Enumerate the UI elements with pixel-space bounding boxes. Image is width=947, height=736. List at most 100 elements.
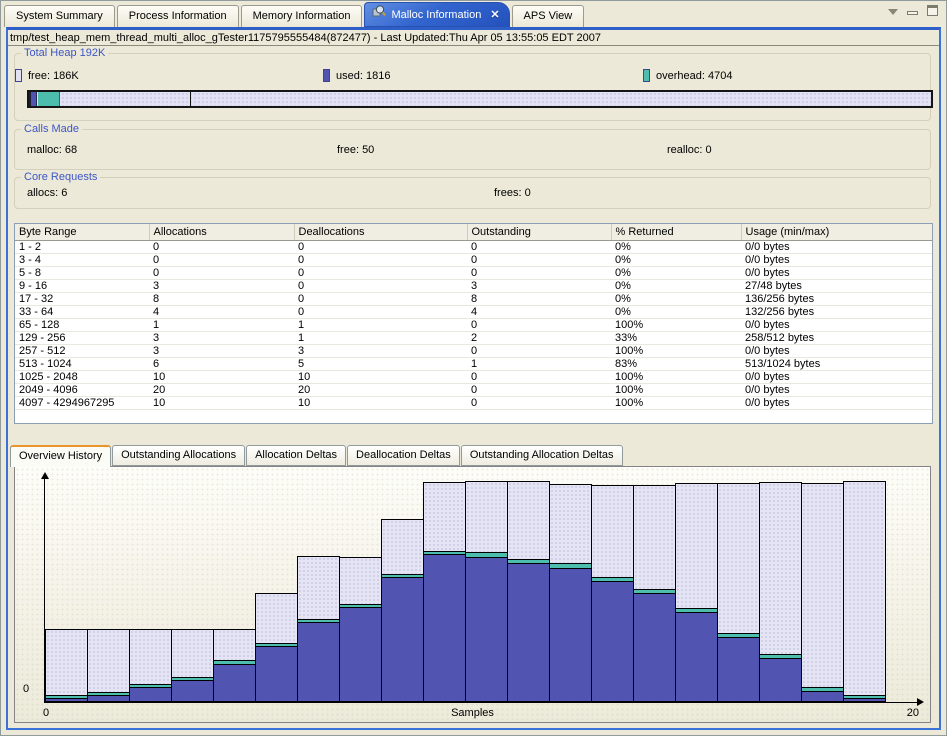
- chart-bar: [759, 482, 802, 702]
- window-controls: [888, 5, 938, 16]
- y-axis-arrow-icon: [41, 472, 49, 479]
- chart-bar-used-segment: [88, 696, 129, 701]
- table-cell: 3: [149, 331, 294, 344]
- column-header-returned[interactable]: % Returned: [611, 224, 741, 240]
- tab-system-summary[interactable]: System Summary: [4, 5, 115, 27]
- table-row[interactable]: 129 - 25631233%258/512 bytes: [15, 331, 933, 344]
- legend-label: overhead: 4704: [656, 70, 732, 82]
- table-row[interactable]: 5 - 80000%0/0 bytes: [15, 266, 933, 279]
- table-cell: 83%: [611, 357, 741, 370]
- table-cell: 0: [467, 383, 611, 396]
- chart-bar-used-segment: [340, 608, 381, 701]
- tab-outstanding-allocations[interactable]: Outstanding Allocations: [112, 445, 245, 466]
- calls-made-title: Calls Made: [21, 123, 82, 135]
- column-header-outstanding[interactable]: Outstanding: [467, 224, 611, 240]
- column-header-byte-range[interactable]: Byte Range: [15, 224, 149, 240]
- view-content: tmp/test_heap_mem_thread_multi_alloc_gTe…: [6, 27, 941, 730]
- chart-bar-free-segment: [550, 485, 591, 563]
- table-row[interactable]: 513 - 102465183%513/1024 bytes: [15, 357, 933, 370]
- table-cell: 1: [149, 318, 294, 331]
- table-cell: 0: [467, 253, 611, 266]
- chart-bar-used-segment: [634, 594, 675, 701]
- minimize-icon[interactable]: [907, 11, 918, 15]
- table-cell: 0/0 bytes: [741, 266, 933, 279]
- table-cell: 4097 - 4294967295: [15, 396, 149, 409]
- chart-bar-used-segment: [802, 692, 843, 701]
- tab-close-icon[interactable]: ✕: [490, 5, 499, 25]
- chart-bar: [423, 482, 466, 702]
- column-header-allocations[interactable]: Allocations: [149, 224, 294, 240]
- chart-bar: [297, 556, 340, 702]
- x-axis-title: Samples: [15, 707, 930, 719]
- table-cell: 0: [467, 240, 611, 253]
- chart-bar-free-segment: [256, 594, 297, 643]
- column-header-deallocations[interactable]: Deallocations: [294, 224, 467, 240]
- tab-label: Process Information: [129, 10, 227, 22]
- table-cell: 10: [294, 370, 467, 383]
- table-cell: 100%: [611, 318, 741, 331]
- table-cell: 10: [149, 396, 294, 409]
- table-row[interactable]: 2049 - 409620200100%0/0 bytes: [15, 383, 933, 396]
- table-row[interactable]: 33 - 644040%132/256 bytes: [15, 305, 933, 318]
- y-axis-origin-label: 0: [23, 683, 29, 695]
- table-cell: 33 - 64: [15, 305, 149, 318]
- table-row[interactable]: 1025 - 204810100100%0/0 bytes: [15, 370, 933, 383]
- chart-bar-used-segment: [592, 582, 633, 701]
- chart-bar-free-segment: [718, 484, 759, 633]
- column-header-usage-min-max[interactable]: Usage (min/max): [741, 224, 933, 240]
- tab-label: Malloc Information: [391, 5, 481, 25]
- chart-bar: [675, 483, 718, 702]
- chart-bar-free-segment: [340, 558, 381, 604]
- tab-label: Memory Information: [253, 10, 351, 22]
- chart-bar: [339, 557, 382, 702]
- table-row[interactable]: 257 - 512330100%0/0 bytes: [15, 344, 933, 357]
- table-cell: 0%: [611, 240, 741, 253]
- history-tab-bar: Overview HistoryOutstanding AllocationsA…: [10, 445, 624, 467]
- tab-outstanding-allocation-deltas[interactable]: Outstanding Allocation Deltas: [461, 445, 623, 466]
- heap-overhead-segment: [38, 92, 60, 106]
- tab-deallocation-deltas[interactable]: Deallocation Deltas: [347, 445, 460, 466]
- table-cell: 2049 - 4096: [15, 383, 149, 396]
- chart-bars: [45, 481, 886, 702]
- chart-bar-used-segment: [760, 659, 801, 701]
- chart-bar: [171, 629, 214, 702]
- table-row[interactable]: 3 - 40000%0/0 bytes: [15, 253, 933, 266]
- table-cell: 65 - 128: [15, 318, 149, 331]
- chart-bar-used-segment: [256, 647, 297, 701]
- tab-overview-history[interactable]: Overview History: [10, 445, 111, 467]
- x-axis-max-label: 20: [907, 707, 919, 719]
- chart-bar-free-segment: [676, 484, 717, 608]
- table-cell: 258/512 bytes: [741, 331, 933, 344]
- chart-bar: [255, 593, 298, 702]
- chart-bar-used-segment: [718, 638, 759, 701]
- table-cell: 1 - 2: [15, 240, 149, 253]
- table-row[interactable]: 1 - 20000%0/0 bytes: [15, 240, 933, 253]
- chart-bar: [87, 629, 130, 702]
- chart-bar: [45, 629, 88, 702]
- tab-allocation-deltas[interactable]: Allocation Deltas: [246, 445, 346, 466]
- table-row[interactable]: 17 - 328080%136/256 bytes: [15, 292, 933, 305]
- table-cell: 0: [467, 318, 611, 331]
- tab-malloc-information[interactable]: Malloc Information ✕: [364, 2, 509, 27]
- maximize-icon[interactable]: [927, 5, 938, 16]
- table-row[interactable]: 9 - 163030%27/48 bytes: [15, 279, 933, 292]
- legend-swatch: [643, 69, 650, 82]
- table-cell: 513 - 1024: [15, 357, 149, 370]
- table-cell: 10: [149, 370, 294, 383]
- tab-aps-view[interactable]: APS View: [512, 5, 585, 27]
- tab-memory-information[interactable]: Memory Information: [241, 5, 363, 27]
- table-row[interactable]: 65 - 128110100%0/0 bytes: [15, 318, 933, 331]
- chart-bar-free-segment: [130, 630, 171, 684]
- table-cell: 0/0 bytes: [741, 370, 933, 383]
- table-row[interactable]: 4097 - 429496729510100100%0/0 bytes: [15, 396, 933, 409]
- chart-bar: [717, 483, 760, 702]
- chart-bar-used-segment: [466, 558, 507, 701]
- stat-free: free: 50: [337, 144, 374, 156]
- table-cell: 4: [149, 305, 294, 318]
- table-cell: 132/256 bytes: [741, 305, 933, 318]
- table-cell: 129 - 256: [15, 331, 149, 344]
- table-cell: 0: [467, 266, 611, 279]
- tab-process-information[interactable]: Process Information: [117, 5, 239, 27]
- table-cell: 0/0 bytes: [741, 318, 933, 331]
- view-menu-icon[interactable]: [888, 9, 898, 15]
